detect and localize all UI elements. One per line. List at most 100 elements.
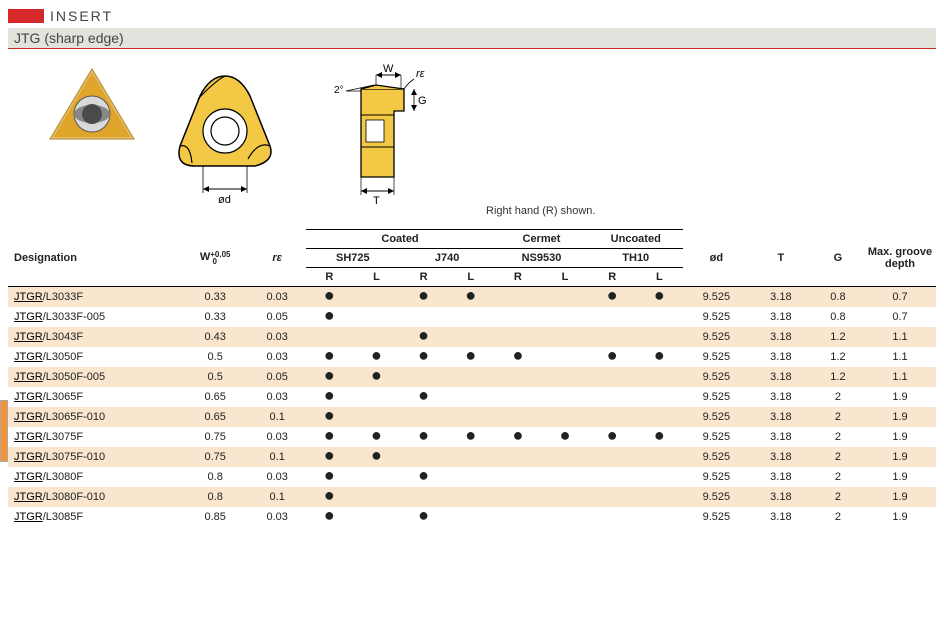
cell-g: 1.2 — [812, 347, 864, 367]
cell-od: 9.525 — [683, 387, 750, 407]
cell-ns9530-r — [494, 307, 541, 327]
th-t: T — [750, 230, 812, 287]
cell-j740-l — [447, 407, 494, 427]
cell-ns9530-r — [494, 487, 541, 507]
table-row: JTGR/L3065F-0100.650.1●9.5253.1821.9 — [8, 407, 936, 427]
cell-j740-r: ● — [400, 347, 447, 367]
cell-w: 0.43 — [182, 327, 249, 347]
cell-g: 0.8 — [812, 287, 864, 308]
cell-sh725-r: ● — [306, 287, 353, 308]
cell-ns9530-r: ● — [494, 427, 541, 447]
cell-w: 0.65 — [182, 407, 249, 427]
table-row: JTGR/L3050F0.50.03●●●●●●●9.5253.181.21.1 — [8, 347, 936, 367]
th-uncoated: Uncoated — [589, 230, 683, 249]
cell-g: 0.8 — [812, 307, 864, 327]
cell-sh725-l: ● — [353, 367, 400, 387]
cell-sh725-l — [353, 327, 400, 347]
cell-th10-r — [589, 447, 636, 467]
cell-od: 9.525 — [683, 447, 750, 467]
th-cermet: Cermet — [494, 230, 588, 249]
cell-t: 3.18 — [750, 307, 812, 327]
cell-re: 0.05 — [249, 367, 306, 387]
table-row: JTGR/L3033F-0050.330.05●9.5253.180.80.7 — [8, 307, 936, 327]
table-row: JTGR/L3080F-0100.80.1●9.5253.1821.9 — [8, 487, 936, 507]
cell-sh725-r: ● — [306, 387, 353, 407]
cell-t: 3.18 — [750, 387, 812, 407]
cell-t: 3.18 — [750, 347, 812, 367]
cell-t: 3.18 — [750, 487, 812, 507]
cell-j740-l — [447, 327, 494, 347]
cell-sh725-l — [353, 467, 400, 487]
cell-w: 0.75 — [182, 447, 249, 467]
cell-sh725-l — [353, 287, 400, 308]
cell-w: 0.8 — [182, 467, 249, 487]
cell-re: 0.03 — [249, 347, 306, 367]
cell-t: 3.18 — [750, 507, 812, 527]
cell-sh725-r: ● — [306, 467, 353, 487]
insert-side-diagram-icon: W rε 2° G T — [308, 61, 468, 221]
cell-sh725-l: ● — [353, 427, 400, 447]
spec-table: Designation W+0.05 0 rε Coated Cermet Un… — [8, 229, 936, 527]
cell-w: 0.8 — [182, 487, 249, 507]
cell-t: 3.18 — [750, 427, 812, 447]
cell-max: 0.7 — [864, 307, 936, 327]
insert-top-diagram-icon: ød — [160, 61, 290, 221]
cell-j740-l — [447, 307, 494, 327]
cell-ns9530-l — [541, 347, 588, 367]
cell-ns9530-r — [494, 367, 541, 387]
th-r: R — [589, 268, 636, 287]
cell-w: 0.85 — [182, 507, 249, 527]
cell-w: 0.75 — [182, 427, 249, 447]
cell-th10-r — [589, 467, 636, 487]
th-l: L — [447, 268, 494, 287]
cell-j740-l: ● — [447, 347, 494, 367]
th-designation: Designation — [8, 230, 182, 287]
cell-ns9530-l — [541, 447, 588, 467]
cell-sh725-r: ● — [306, 507, 353, 527]
cell-od: 9.525 — [683, 367, 750, 387]
cell-j740-l: ● — [447, 427, 494, 447]
table-row: JTGR/L3075F0.750.03●●●●●●●●9.5253.1821.9 — [8, 427, 936, 447]
cell-j740-l — [447, 367, 494, 387]
cell-th10-r — [589, 407, 636, 427]
cell-designation: JTGR/L3033F — [8, 287, 182, 308]
cell-th10-l — [636, 447, 683, 467]
cell-ns9530-r — [494, 447, 541, 467]
label-od: ød — [218, 194, 231, 206]
th-r: R — [400, 268, 447, 287]
cell-ns9530-l — [541, 407, 588, 427]
cell-g: 2 — [812, 507, 864, 527]
cell-ns9530-l — [541, 507, 588, 527]
th-th10: TH10 — [589, 249, 683, 268]
cell-th10-r: ● — [589, 427, 636, 447]
red-marker-icon — [8, 9, 44, 23]
table-row: JTGR/L3050F-0050.50.05●●9.5253.181.21.1 — [8, 367, 936, 387]
cell-ns9530-l — [541, 487, 588, 507]
cell-od: 9.525 — [683, 347, 750, 367]
th-ns9530: NS9530 — [494, 249, 588, 268]
cell-th10-l — [636, 507, 683, 527]
cell-j740-r: ● — [400, 387, 447, 407]
cell-g: 2 — [812, 447, 864, 467]
th-l: L — [541, 268, 588, 287]
cell-ns9530-l — [541, 327, 588, 347]
cell-designation: JTGR/L3033F-005 — [8, 307, 182, 327]
cell-th10-l: ● — [636, 347, 683, 367]
cell-sh725-r: ● — [306, 427, 353, 447]
th-l: L — [636, 268, 683, 287]
cell-max: 1.9 — [864, 467, 936, 487]
cell-ns9530-l — [541, 307, 588, 327]
cell-od: 9.525 — [683, 407, 750, 427]
insert-title: INSERT — [50, 8, 113, 24]
cell-re: 0.03 — [249, 427, 306, 447]
cell-od: 9.525 — [683, 467, 750, 487]
cell-ns9530-l — [541, 367, 588, 387]
cell-designation: JTGR/L3050F-005 — [8, 367, 182, 387]
cell-sh725-r — [306, 327, 353, 347]
cell-max: 0.7 — [864, 287, 936, 308]
cell-t: 3.18 — [750, 327, 812, 347]
cell-th10-r — [589, 327, 636, 347]
cell-th10-l — [636, 327, 683, 347]
cell-th10-l: ● — [636, 287, 683, 308]
cell-ns9530-l: ● — [541, 427, 588, 447]
